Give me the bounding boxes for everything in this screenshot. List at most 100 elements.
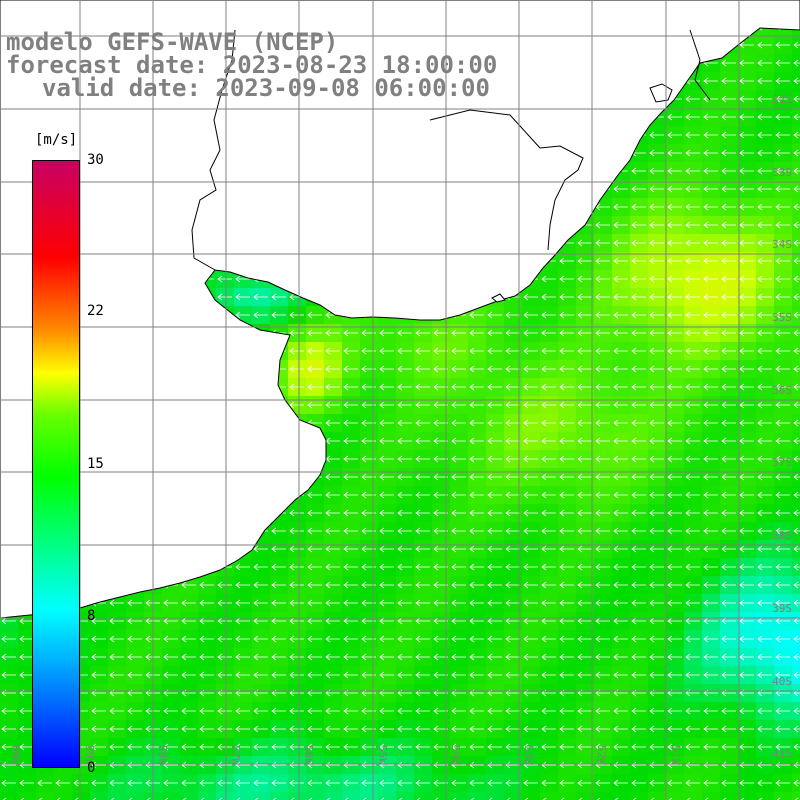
wind-arrow: [235, 293, 250, 301]
land-mask: [0, 0, 800, 619]
wind-arrow: [397, 617, 412, 625]
wind-arrow: [20, 797, 25, 800]
wind-arrow: [776, 797, 781, 800]
wind-arrow: [595, 383, 610, 391]
wind-arrow: [595, 509, 610, 517]
wind-arrow: [469, 725, 484, 733]
wind-arrow: [757, 293, 772, 301]
wind-arrow: [703, 311, 718, 319]
wind-arrow: [181, 635, 196, 643]
wind-arrow: [271, 617, 286, 625]
wind-arrow: [325, 743, 340, 751]
wind-arrow: [325, 473, 340, 481]
wind-arrow: [38, 797, 43, 800]
wind-arrow: [793, 509, 800, 517]
wind-arrow: [343, 455, 358, 463]
wind-arrow: [307, 653, 322, 661]
lon-label: 56W: [302, 745, 315, 765]
wind-arrow: [415, 761, 430, 769]
wind-cell: [702, 792, 720, 800]
colorbar-tick: 15: [87, 456, 104, 472]
wind-arrow: [793, 131, 800, 139]
wind-arrow: [595, 491, 610, 499]
wind-arrow: [703, 95, 718, 103]
wind-arrow: [127, 635, 142, 643]
wind-arrow: [613, 203, 628, 211]
wind-arrow: [541, 671, 556, 679]
wind-arrow: [523, 563, 538, 571]
wind-arrow: [739, 401, 754, 409]
wind-arrow: [487, 311, 502, 319]
wind-arrow: [577, 563, 592, 571]
wind-arrow: [451, 347, 466, 355]
wind-arrow: [523, 527, 538, 535]
wind-arrow: [793, 527, 800, 535]
wind-arrow: [289, 347, 304, 355]
wind-arrow: [758, 797, 763, 800]
wind-arrow: [595, 347, 610, 355]
wind-arrow: [577, 491, 592, 499]
wind-arrow: [451, 563, 466, 571]
wind-cell: [414, 792, 432, 800]
wind-arrow: [253, 293, 268, 301]
wind-arrow: [685, 779, 700, 787]
wind-arrow: [703, 761, 718, 769]
wind-arrow: [685, 239, 700, 247]
wind-arrow: [397, 491, 412, 499]
wind-arrow: [541, 383, 556, 391]
country-border: [191, 29, 711, 271]
wind-arrow: [721, 635, 736, 643]
colorbar-tick: 30: [87, 152, 104, 168]
wind-arrow: [127, 617, 142, 625]
wind-arrow: [523, 311, 538, 319]
wind-arrow: [271, 311, 286, 319]
wind-arrow: [577, 257, 592, 265]
wind-arrow: [739, 113, 754, 121]
wind-arrow: [163, 779, 178, 787]
wind-arrow: [686, 797, 691, 800]
wind-arrow: [307, 707, 322, 715]
wind-arrow: [307, 527, 322, 535]
wind-arrow: [541, 473, 556, 481]
wind-arrow: [631, 437, 646, 445]
wind-arrow: [254, 797, 259, 800]
wind-arrow: [361, 329, 376, 337]
wind-arrow: [109, 743, 124, 751]
wind-arrow: [541, 725, 556, 733]
wind-arrow: [487, 491, 502, 499]
wind-arrow: [163, 725, 178, 733]
wind-arrow: [505, 563, 520, 571]
wind-arrow: [739, 599, 754, 607]
wind-arrow: [560, 797, 565, 800]
wind-arrow: [577, 635, 592, 643]
wind-arrow: [703, 599, 718, 607]
wind-arrow: [757, 401, 772, 409]
wind-arrow: [379, 401, 394, 409]
wind-arrow: [469, 779, 484, 787]
wind-arrow: [739, 617, 754, 625]
wind-arrow: [523, 419, 538, 427]
wind-arrow: [793, 635, 800, 643]
wind-cell: [450, 792, 468, 800]
wind-arrow: [325, 653, 340, 661]
wind-arrow: [1, 761, 16, 769]
wind-arrow: [19, 635, 34, 643]
wind-arrow: [775, 563, 790, 571]
wind-arrow: [739, 59, 754, 67]
wind-arrow: [721, 437, 736, 445]
wind-arrow: [379, 563, 394, 571]
wind-arrow: [1, 671, 16, 679]
wind-arrow: [685, 617, 700, 625]
wind-arrow: [541, 545, 556, 553]
wind-arrow: [505, 761, 520, 769]
wind-arrow: [91, 743, 106, 751]
wind-arrow: [577, 509, 592, 517]
wind-arrow: [577, 347, 592, 355]
wind-arrow: [469, 707, 484, 715]
lat-label: 32S: [772, 93, 792, 106]
wind-arrow: [253, 545, 268, 553]
wind-arrow: [775, 653, 790, 661]
wind-arrow: [793, 329, 800, 337]
wind-arrow: [595, 419, 610, 427]
wind-arrow: [361, 725, 376, 733]
